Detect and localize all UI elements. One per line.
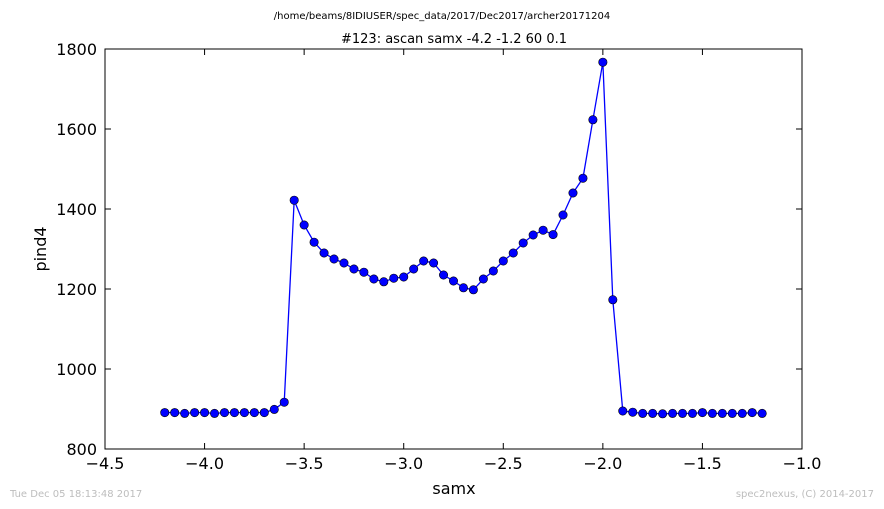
data-point (468, 285, 478, 295)
data-point (448, 276, 458, 286)
data-point (488, 266, 498, 276)
data-point (279, 397, 289, 407)
data-point (409, 264, 419, 274)
data-point (319, 248, 329, 258)
data-point (219, 408, 229, 418)
data-point (618, 406, 628, 416)
y-tick-label: 800 (66, 440, 97, 459)
data-point (538, 225, 548, 235)
y-axis-label: pind4 (31, 226, 50, 271)
x-tick-label: −3.0 (384, 454, 423, 473)
data-point (608, 295, 618, 305)
data-point (717, 408, 727, 418)
plot-area (160, 57, 767, 419)
data-point (269, 404, 279, 414)
data-point (369, 274, 379, 284)
data-point (498, 256, 508, 266)
data-point (588, 115, 598, 125)
data-point (249, 408, 259, 418)
data-point (687, 408, 697, 418)
data-point (747, 408, 757, 418)
data-point (259, 408, 269, 418)
y-tick-label: 1000 (56, 360, 97, 379)
figure-suptitle: /home/beams/8IDIUSER/spec_data/2017/Dec2… (274, 11, 610, 22)
chart-title: #123: ascan samx -4.2 -1.2 60 0.1 (341, 32, 567, 47)
data-point (329, 254, 339, 264)
data-point (339, 258, 349, 268)
data-point (668, 408, 678, 418)
data-point (160, 408, 170, 418)
timestamp-footer: Tue Dec 05 18:13:48 2017 (9, 489, 142, 500)
data-point (757, 408, 767, 418)
y-tick-label: 1800 (56, 40, 97, 59)
data-point (299, 220, 309, 230)
data-point (289, 195, 299, 205)
data-point (578, 173, 588, 183)
data-point (707, 408, 717, 418)
data-point (518, 238, 528, 248)
x-tick-label: −4.5 (86, 454, 125, 473)
x-tick-label: −4.0 (185, 454, 224, 473)
data-point (419, 256, 429, 266)
data-point (598, 57, 608, 67)
data-point (648, 408, 658, 418)
axes-frame (104, 48, 803, 450)
x-tick-label: −1.0 (783, 454, 822, 473)
data-point (737, 408, 747, 418)
data-point (170, 408, 180, 418)
data-point (399, 272, 409, 282)
data-point (309, 237, 319, 247)
data-point (678, 408, 688, 418)
data-point (697, 408, 707, 418)
credit-footer: spec2nexus, (C) 2014-2017 (736, 489, 874, 500)
data-point (638, 408, 648, 418)
data-point (458, 283, 468, 293)
data-point (349, 264, 359, 274)
data-point (528, 230, 538, 240)
data-point (429, 258, 439, 268)
data-point (439, 270, 449, 280)
data-point (548, 230, 558, 240)
data-point (658, 409, 668, 419)
data-point (558, 210, 568, 220)
x-tick-label: −1.5 (683, 454, 722, 473)
data-point (379, 277, 389, 287)
y-tick-label: 1400 (56, 200, 97, 219)
data-point (190, 408, 200, 418)
data-point (508, 248, 518, 258)
data-point (727, 408, 737, 418)
data-point (210, 408, 220, 418)
x-tick-label: −2.0 (583, 454, 622, 473)
y-tick-label: 1600 (56, 120, 97, 139)
x-axis-label: samx (432, 479, 475, 498)
data-point (359, 267, 369, 277)
data-point (628, 407, 638, 417)
data-point (239, 408, 249, 418)
data-point (478, 274, 488, 284)
data-point (200, 408, 210, 418)
x-tick-label: −2.5 (484, 454, 523, 473)
x-tick-label: −3.5 (285, 454, 324, 473)
data-point (180, 408, 190, 418)
x-axis-ticks: −4.5 −4.0 −3.5 −3.0 −2.5 −2.0 −1.5 −1.0 (86, 49, 822, 473)
data-point (568, 188, 578, 198)
data-point (229, 408, 239, 418)
y-tick-label: 1200 (56, 280, 97, 299)
data-point (389, 273, 399, 283)
y-axis-ticks: 800 1000 1200 1400 1600 1800 (56, 40, 802, 459)
